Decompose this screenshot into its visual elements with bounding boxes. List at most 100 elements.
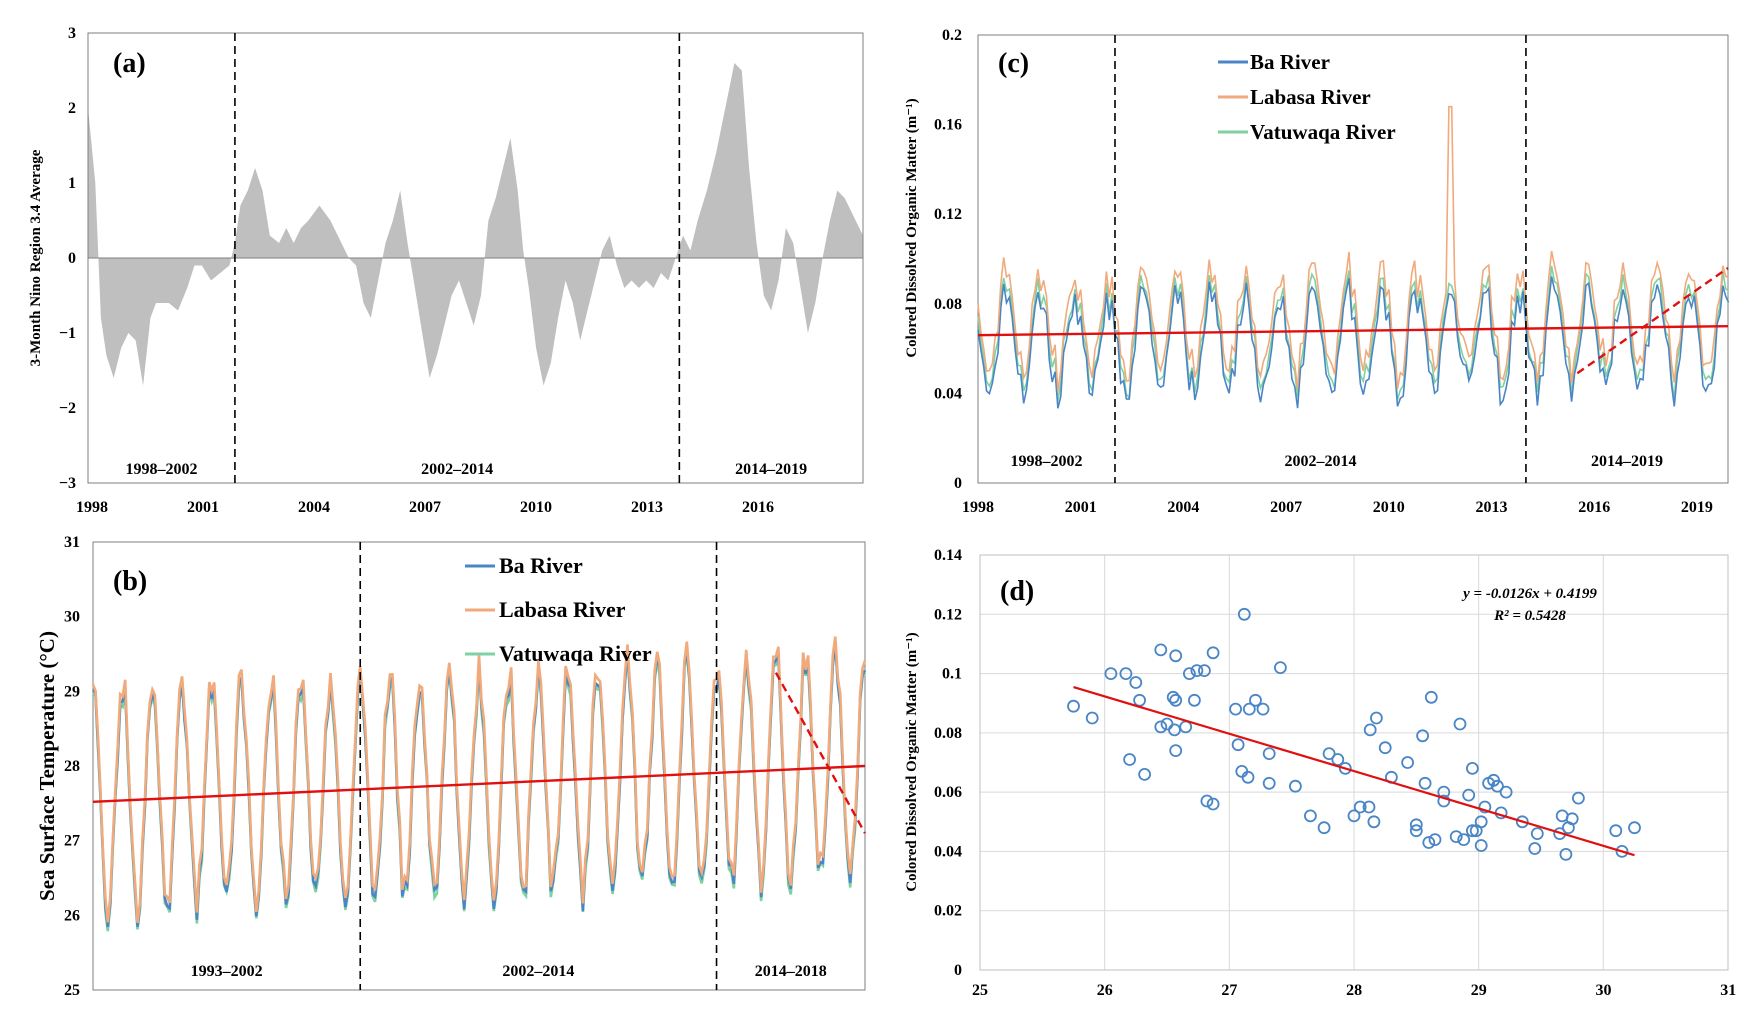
scatter-point (1362, 800, 1376, 814)
y-tick-label: 0.1 (942, 666, 962, 683)
scatter-point (1422, 836, 1436, 849)
scatter-point (1179, 720, 1193, 734)
x-tick-labels: 1998 2001 2004 2007 2010 2013 2016 2019 (962, 499, 1713, 516)
scatter-point (1304, 809, 1317, 823)
nino-area-series (88, 63, 863, 386)
y-axis-title: 3-Month Nino Region 3.4 Average (28, 149, 44, 366)
legend-label: Ba River (499, 553, 583, 578)
x-tick-labels: 1998 2001 2004 2007 2010 2013 2016 (76, 499, 774, 516)
panel-c: 0.2 0.16 0.12 0.08 0.04 0 1998 2001 2004 2007 201… (904, 27, 1730, 516)
panel-label: (b) (113, 566, 147, 597)
y-tick-label: 30 (64, 609, 80, 626)
scatter-point (1530, 827, 1544, 840)
x-tick-label: 27 (1221, 982, 1237, 999)
scatter-point (1169, 744, 1183, 757)
panel-b: 31 30 29 28 27 26 25 (b) Ba River Labasa River… (35, 534, 867, 999)
y-tick-label: 0.06 (934, 784, 962, 801)
x-tick-label: 28 (1346, 982, 1362, 999)
scatter-point (1166, 690, 1180, 704)
trend-line (92, 764, 866, 804)
panel-d-frame (979, 554, 1729, 971)
scatter-point (1409, 824, 1423, 838)
x-tick-labels: 25 26 27 28 29 30 31 (972, 982, 1736, 999)
trend-line (977, 325, 1729, 337)
scatter-point (1133, 693, 1146, 707)
scatter-point (1466, 824, 1479, 838)
scatter-point (1242, 702, 1256, 716)
y-tick-label: 0 (954, 475, 962, 492)
scatter-point (1198, 664, 1211, 677)
scatter-point (1462, 788, 1476, 802)
scatter-point (1249, 693, 1262, 707)
x-tick-label: 2004 (1167, 499, 1199, 516)
y-tick-label: 0.04 (934, 843, 962, 860)
legend-label: Vatuwaqa River (499, 641, 652, 666)
scatter-point (1237, 607, 1251, 621)
fit-line (1073, 686, 1635, 857)
y-tick-label: 0 (68, 250, 76, 267)
period-label: 2002–2014 (502, 963, 574, 980)
y-tick-labels: 3 2 1 0 −1 −2 −3 (59, 25, 76, 492)
x-tick-label: 2016 (742, 499, 774, 516)
x-tick-label: 2010 (520, 499, 552, 516)
x-tick-label: 2004 (298, 499, 330, 516)
scatter-point (1363, 723, 1377, 737)
cdom-series-lines (977, 105, 1730, 409)
x-tick-label: 30 (1596, 982, 1612, 999)
scatter-point (1317, 821, 1331, 835)
scatter-point (1183, 667, 1196, 680)
labasa-river-line (977, 105, 1730, 392)
scatter-point (1104, 667, 1118, 680)
scatter-point (1449, 830, 1463, 843)
x-tick-label: 25 (972, 982, 988, 999)
scatter-point (1322, 747, 1336, 760)
scatter-point (1200, 794, 1214, 808)
scatter-point (1466, 762, 1479, 775)
scatter-point (1437, 794, 1451, 808)
scatter-point (1370, 711, 1383, 725)
scatter-point (1559, 848, 1573, 861)
y-axis-title: Colored Dissolved Organic Matter (m⁻¹) (904, 632, 920, 891)
x-tick-label: 1998 (962, 499, 994, 516)
scatter-point (1528, 842, 1542, 855)
scatter-point (1067, 699, 1080, 713)
x-tick-label: 2019 (1681, 499, 1713, 516)
x-tick-label: 2013 (1476, 499, 1508, 516)
y-tick-label: 29 (64, 683, 80, 700)
scatter-point (1367, 815, 1381, 829)
x-tick-label: 1998 (76, 499, 108, 516)
y-tick-label: 28 (64, 758, 80, 775)
y-tick-labels: 0.2 0.16 0.12 0.08 0.04 0 (934, 27, 962, 492)
period-label: 2014–2019 (1591, 453, 1663, 470)
scatter-point (1628, 821, 1641, 835)
scatter-point (1401, 756, 1414, 769)
scatter-point (1262, 776, 1276, 790)
scatter-point (1338, 762, 1352, 775)
period-label: 1998–2002 (125, 461, 197, 478)
period-label: 2014–2019 (735, 461, 807, 478)
panel-label: (a) (113, 48, 146, 79)
y-tick-labels: 0.14 0.12 0.1 0.08 0.06 0.04 0.02 0 (934, 547, 962, 979)
period-label: 2014–2018 (755, 963, 827, 980)
scatter-point (1085, 711, 1099, 725)
scatter-point (1615, 845, 1629, 858)
scatter-point (1609, 824, 1623, 838)
scatter-point (1474, 839, 1488, 852)
y-tick-label: −2 (59, 400, 76, 417)
legend: Ba River Labasa River Vatuwaqa River (465, 553, 652, 666)
y-tick-label: 2 (68, 100, 76, 117)
period-label: 2002–2014 (1284, 453, 1356, 470)
scatter-point (1457, 833, 1471, 846)
scatter-point (1231, 738, 1245, 752)
y-tick-labels: 31 30 29 28 27 26 25 (64, 534, 80, 999)
legend-label: Vatuwaqa River (1250, 120, 1396, 144)
y-tick-label: 0.12 (934, 206, 962, 223)
y-tick-label: 0.08 (934, 296, 962, 313)
scatter-point (1129, 676, 1143, 689)
scatter-point (1169, 693, 1183, 707)
y-tick-label: 0 (954, 962, 962, 979)
scatter-point (1154, 720, 1168, 734)
scatter-point (1188, 693, 1201, 707)
scatter-point (1418, 776, 1432, 790)
